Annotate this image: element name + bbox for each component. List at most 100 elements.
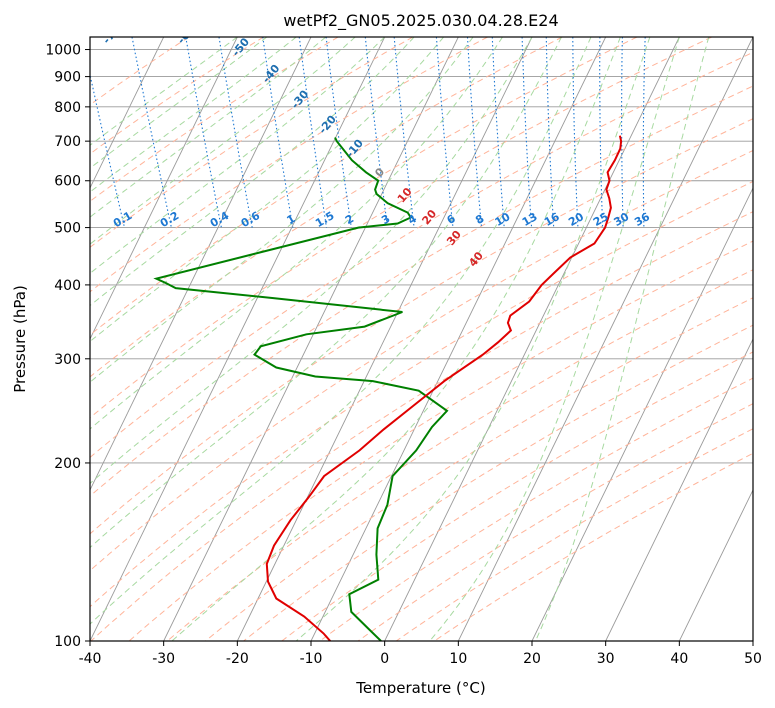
dry-adiabat-line: [395, 428, 753, 641]
moist-adiabat-line: [90, 37, 268, 169]
mixing-ratio-line: [325, 37, 352, 228]
dry-adiabat-line: [90, 149, 753, 572]
moist-adiabat-line: [90, 37, 297, 193]
dry-adiabat-line: [90, 51, 753, 458]
chart-title: wetPf2_GN05.2025.030.04.28.E24: [283, 11, 558, 31]
mixing-ratio-label: 0.4: [208, 209, 232, 230]
dry-adiabat-label: -40: [260, 62, 283, 86]
x-tick-label: 20: [523, 651, 541, 667]
temperature-line: [265, 135, 623, 641]
dry-adiabat-label: 10: [395, 185, 415, 205]
mixing-ratio-line: [642, 37, 646, 228]
dry-adiabat-line: [319, 377, 753, 641]
moist-adiabat-line: [171, 37, 621, 641]
dry-adiabat-line: [90, 37, 563, 336]
dry-adiabat-line: [90, 37, 488, 293]
moist-adiabat-line: [90, 37, 415, 307]
y-tick-label: 200: [54, 456, 81, 472]
y-tick-label: 700: [54, 134, 81, 150]
mixing-ratio-line: [466, 37, 483, 228]
dry-adiabat-label: 20: [419, 207, 439, 227]
mixing-ratio-label: 6: [445, 212, 458, 227]
x-tick-label: 10: [449, 651, 467, 667]
x-tick-label: 50: [744, 651, 762, 667]
profile-lines: [153, 135, 623, 641]
isotherm-line: [90, 37, 238, 341]
isopleth-labels: 0.10.20.40.611.52346810131620253036-100-…: [100, 23, 652, 269]
dry-adiabat-line: [90, 37, 712, 419]
mixing-ratio-line: [218, 37, 253, 228]
isotherm-line: [457, 37, 753, 641]
moist-adiabat-line: [90, 37, 592, 625]
dry-adiabat-line: [90, 37, 339, 202]
mixing-ratio-line: [90, 72, 126, 228]
mixing-ratio-label: 13: [520, 210, 540, 229]
isotherm-line: [678, 488, 753, 641]
dry-adiabat-line: [128, 240, 753, 641]
y-tick-label: 400: [54, 278, 81, 294]
isotherm-line: [310, 37, 607, 641]
isotherm-line: [90, 37, 312, 492]
mixing-ratio-line: [393, 37, 415, 228]
moist-adiabat-line: [90, 37, 503, 430]
isotherm-line: [163, 37, 459, 641]
dry-adiabat-line: [90, 118, 753, 535]
dry-adiabat-label: 30: [444, 228, 464, 248]
moist-adiabat-line: [90, 37, 444, 343]
x-tick-label: -40: [79, 651, 102, 667]
x-axis-title: Temperature (°C): [355, 679, 485, 697]
mixing-ratio-label: 16: [542, 210, 562, 229]
isotherm-line: [236, 37, 533, 641]
isotherm-line: [384, 37, 680, 641]
mixing-ratio-line: [298, 37, 328, 228]
isotherm-line: [605, 337, 753, 641]
dry-adiabat-label: -50: [229, 35, 252, 59]
dry-adiabat-line: [90, 37, 264, 155]
x-tick-label: 40: [670, 651, 688, 667]
mixing-ratio-line: [572, 37, 579, 228]
moist-adiabat-line: [90, 37, 327, 218]
dry-adiabat-line: [90, 85, 753, 497]
moist-adiabat-line: [429, 37, 680, 641]
mixing-ratio-line: [262, 37, 294, 228]
y-tick-label: 800: [54, 100, 81, 116]
dry-adiabat-label: -60: [175, 23, 198, 47]
moist-adiabat-line: [535, 37, 710, 641]
mixing-ratio-line: [621, 37, 624, 228]
dry-adiabat-line: [205, 297, 753, 641]
y-tick-label: 100: [54, 634, 81, 650]
moist-adiabat-line: [90, 37, 474, 383]
y-tick-label: 900: [54, 70, 81, 86]
dry-adiabat-line: [281, 351, 753, 641]
dry-adiabat-line: [243, 324, 753, 641]
axes: -40 -30 -20 -10 0 10 20 30 40 5010020030040050060…: [45, 43, 762, 667]
mixing-ratio-label: 4: [406, 212, 419, 227]
mixing-ratio-label: 0.6: [239, 209, 263, 230]
moist-adiabat-line: [90, 37, 356, 245]
moist-adiabat-line: [90, 37, 238, 146]
mixing-ratio-label: 36: [632, 210, 652, 229]
dry-adiabat-line: [357, 403, 753, 641]
isotherm-line: [752, 639, 753, 641]
x-tick-label: -20: [226, 651, 249, 667]
isotherm-line: [90, 37, 165, 190]
mixing-ratio-line: [364, 37, 389, 228]
x-tick-label: 30: [597, 651, 615, 667]
y-axis-title: Pressure (hPa): [11, 285, 29, 393]
y-tick-label: 600: [54, 174, 81, 190]
moist-adiabat-line: [90, 37, 533, 485]
plot-frame: [89, 36, 754, 642]
dewpoint-line: [153, 137, 449, 641]
isotherm-line: [90, 37, 386, 641]
y-tick-label: 500: [54, 221, 81, 237]
moist-adiabat-line: [295, 37, 651, 641]
moist-adiabat-line: [90, 37, 562, 549]
dry-adiabat-line: [90, 211, 753, 641]
isotherm-line: [531, 186, 753, 641]
dry-adiabat-line: [90, 37, 414, 248]
mixing-ratio-label: 1.5: [313, 209, 336, 230]
x-tick-label: -10: [300, 651, 323, 667]
dry-adiabat-line: [166, 269, 753, 641]
y-tick-label: 300: [54, 352, 81, 368]
